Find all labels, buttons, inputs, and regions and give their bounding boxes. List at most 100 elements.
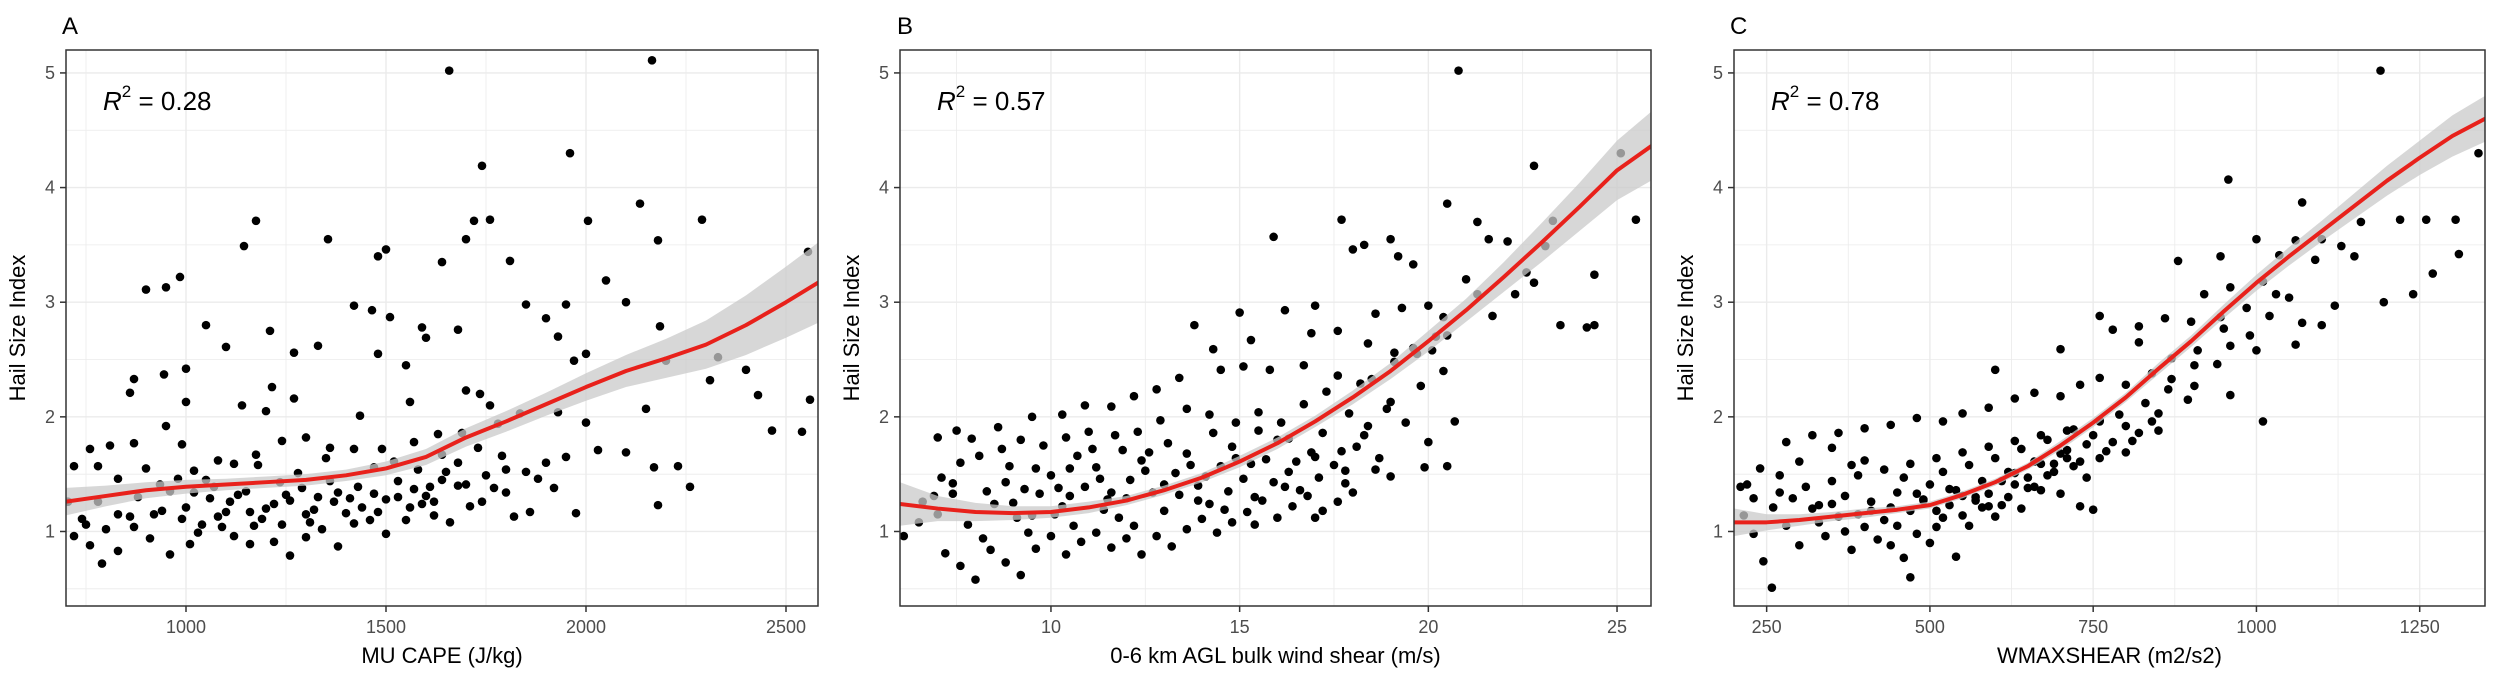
data-point — [1322, 387, 1331, 396]
data-point — [1035, 489, 1044, 498]
data-point — [1454, 66, 1463, 75]
data-point — [1307, 448, 1316, 457]
data-point — [533, 474, 543, 484]
data-point — [177, 514, 187, 524]
data-point — [1393, 252, 1403, 261]
data-point — [489, 483, 499, 493]
data-point — [2075, 501, 2085, 511]
data-point — [1065, 491, 1075, 501]
data-point — [1054, 483, 1063, 493]
data-point — [2160, 313, 2170, 323]
data-point — [655, 321, 665, 331]
data-point — [505, 256, 515, 266]
data-point — [105, 441, 115, 450]
data-point — [245, 539, 255, 549]
data-point — [1310, 301, 1320, 310]
data-point — [1295, 485, 1305, 495]
data-point — [2010, 436, 2020, 446]
data-point — [2062, 426, 2072, 435]
data-point — [653, 500, 663, 510]
data-point — [1958, 511, 1967, 520]
data-point — [1473, 217, 1482, 227]
data-point — [2226, 341, 2235, 351]
data-point — [641, 404, 651, 414]
data-point — [233, 490, 243, 500]
data-point — [1129, 391, 1139, 401]
data-point — [1912, 489, 1922, 498]
data-point — [1374, 453, 1384, 463]
data-point — [1990, 512, 2000, 521]
data-point — [767, 426, 777, 435]
data-point — [1951, 485, 1961, 495]
data-point — [1860, 424, 1869, 433]
data-point — [301, 509, 311, 519]
panel-a-y-tick-label: 3 — [45, 292, 55, 312]
data-point — [1269, 232, 1278, 242]
data-point — [1556, 320, 1565, 330]
data-point — [2095, 373, 2105, 383]
panel-a-x-tick-label: 1000 — [166, 617, 206, 637]
data-point — [1242, 507, 1252, 517]
data-point — [2245, 331, 2255, 340]
data-point — [1031, 544, 1041, 553]
data-point — [1873, 535, 1882, 544]
data-point — [2036, 485, 2046, 495]
data-point — [1310, 513, 1320, 523]
data-point — [986, 545, 995, 555]
panel-a: A 1000 1500 2000 2500 1 2 3 4 5 MU CAPE (J/kg) Hail… — [5, 13, 819, 668]
data-point — [2121, 421, 2131, 431]
data-point — [553, 332, 563, 341]
panel-c-y-tick-label: 5 — [1713, 63, 1723, 83]
data-point — [2049, 467, 2059, 477]
panel-a-x-tick-label: 1500 — [366, 617, 406, 637]
data-point — [2167, 374, 2176, 384]
panel-b-x-tick-label: 25 — [1607, 617, 1627, 637]
data-point — [145, 534, 155, 543]
data-point — [1250, 492, 1260, 502]
panel-b: B 10 15 20 25 1 2 3 4 5 0-6 km AGL bulk wind shear… — [839, 13, 1652, 668]
data-point — [1208, 428, 1218, 438]
data-point — [621, 448, 631, 457]
data-point — [97, 559, 107, 568]
data-point — [2291, 340, 2300, 349]
data-point — [1046, 531, 1056, 541]
data-point — [461, 480, 471, 489]
panel-b-y-tick-label: 3 — [879, 292, 889, 312]
data-point — [1958, 448, 1967, 457]
data-point — [2224, 175, 2233, 184]
data-point — [1840, 527, 1850, 536]
data-point — [1182, 449, 1192, 458]
data-point — [444, 66, 454, 75]
data-point — [2017, 504, 2026, 513]
data-point — [357, 503, 367, 512]
data-point — [1137, 456, 1146, 465]
data-point — [1990, 365, 2000, 375]
panel-a-x-tick-label: 2000 — [566, 617, 606, 637]
data-point — [549, 483, 559, 493]
data-point — [1027, 412, 1037, 422]
data-point — [1107, 488, 1116, 497]
data-point — [1159, 506, 1169, 516]
data-point — [1144, 448, 1154, 457]
data-point — [1163, 438, 1173, 448]
data-point — [1205, 410, 1214, 419]
data-point — [647, 56, 657, 65]
data-point — [1932, 506, 1941, 516]
data-point — [1951, 552, 1961, 562]
data-point — [569, 356, 579, 365]
data-point — [2376, 66, 2385, 75]
data-point — [113, 474, 123, 484]
data-point — [2226, 390, 2235, 400]
data-point — [1795, 457, 1804, 466]
data-point — [417, 499, 427, 509]
data-point — [1582, 323, 1592, 332]
data-point — [393, 492, 403, 502]
data-point — [473, 443, 483, 453]
data-point — [1254, 426, 1263, 435]
data-point — [237, 401, 247, 410]
data-point — [948, 489, 958, 498]
data-point — [1827, 476, 1837, 486]
data-point — [1318, 506, 1327, 516]
data-point — [1371, 309, 1380, 318]
data-point — [1795, 540, 1804, 550]
